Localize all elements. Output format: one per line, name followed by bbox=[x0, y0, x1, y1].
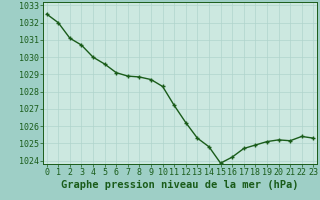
X-axis label: Graphe pression niveau de la mer (hPa): Graphe pression niveau de la mer (hPa) bbox=[61, 180, 299, 190]
